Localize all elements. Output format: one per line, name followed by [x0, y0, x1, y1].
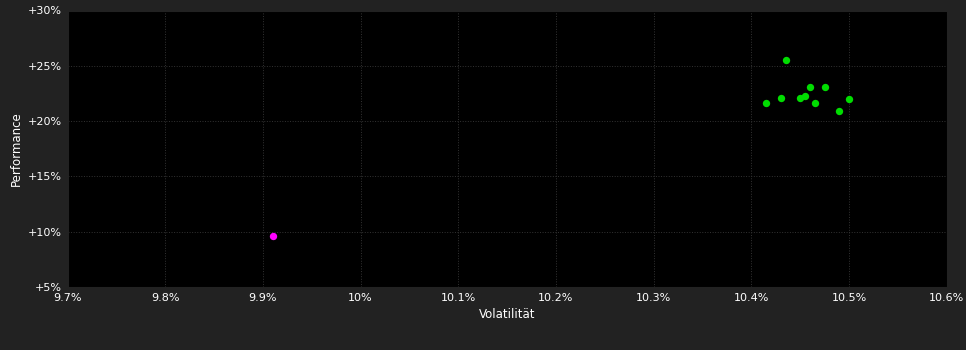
X-axis label: Volatilität: Volatilität	[479, 308, 535, 321]
Point	[797, 93, 812, 99]
Point	[817, 84, 833, 90]
Point	[773, 95, 788, 101]
Y-axis label: Performance: Performance	[10, 111, 22, 186]
Point	[778, 57, 793, 63]
Point	[792, 96, 808, 101]
Point	[832, 108, 847, 113]
Point	[841, 96, 857, 102]
Point	[802, 85, 817, 90]
Point	[265, 233, 280, 239]
Point	[758, 100, 774, 106]
Point	[808, 100, 823, 106]
